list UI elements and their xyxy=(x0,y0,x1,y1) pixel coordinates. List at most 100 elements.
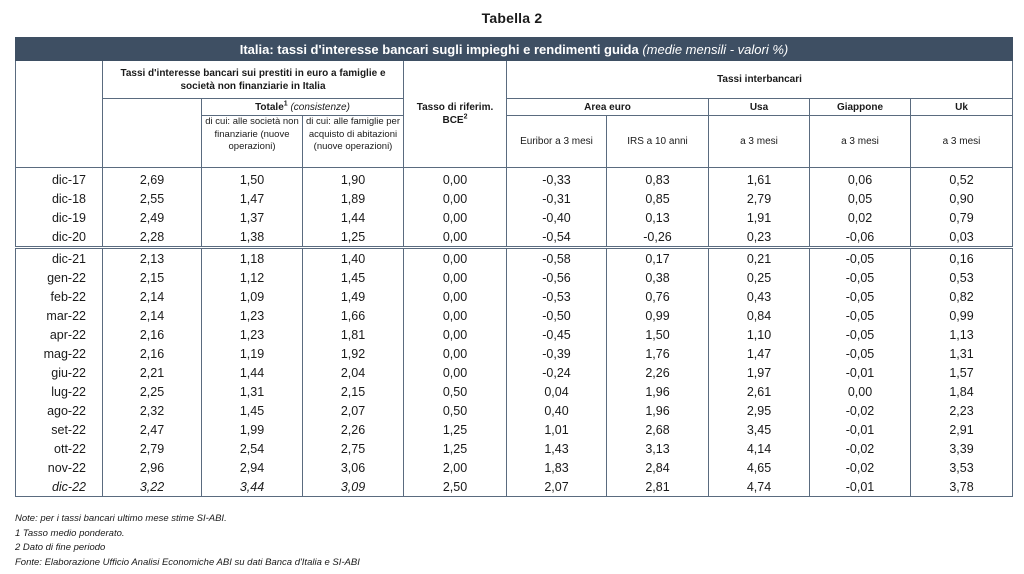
table-cell: 0,84 xyxy=(708,306,810,325)
table-cell: 2,61 xyxy=(708,382,810,401)
table-row: dic-18 2,55 1,47 1,89 0,00 -0,31 0,85 2,79 0,05 0… xyxy=(15,189,1013,208)
table-cell: 2,07 xyxy=(302,401,404,420)
table-cell: 2,84 xyxy=(606,458,709,477)
table-cell: 4,74 xyxy=(708,477,810,497)
table-cell: 2,14 xyxy=(102,287,202,306)
table-cell: -0,05 xyxy=(809,246,911,268)
table-cell: -0,31 xyxy=(506,189,607,208)
header-totale-col xyxy=(102,98,202,168)
table-cell: 2,47 xyxy=(102,420,202,439)
table-row: lug-22 2,25 1,31 2,15 0,50 0,04 1,96 2,61 0,00 1,… xyxy=(15,382,1013,401)
table-cell: 3,22 xyxy=(102,477,202,497)
table-cell: 0,82 xyxy=(910,287,1013,306)
table-cell: 2,14 xyxy=(102,306,202,325)
table-cell: 1,09 xyxy=(201,287,303,306)
table-cell: 0,40 xyxy=(506,401,607,420)
table-cell: 1,91 xyxy=(708,208,810,227)
table-cell: 1,50 xyxy=(606,325,709,344)
table-cell: 2,32 xyxy=(102,401,202,420)
header-giappone-sub: a 3 mesi xyxy=(809,115,911,168)
row-date: apr-22 xyxy=(15,325,103,344)
table-cell: 1,47 xyxy=(201,189,303,208)
row-date: dic-21 xyxy=(15,246,103,268)
row-date: dic-19 xyxy=(15,208,103,227)
table-cell: 2,21 xyxy=(102,363,202,382)
table-cell: 1,66 xyxy=(302,306,404,325)
table-cell: 0,52 xyxy=(910,167,1013,189)
table-cell: 1,40 xyxy=(302,246,404,268)
table-cell: 1,45 xyxy=(201,401,303,420)
table-cell: 1,25 xyxy=(302,227,404,248)
row-date: lug-22 xyxy=(15,382,103,401)
table-cell: -0,24 xyxy=(506,363,607,382)
header-empty-cell xyxy=(15,60,103,168)
table-cell: 0,00 xyxy=(809,382,911,401)
header-families: di cui: alle famiglie per acquisto di ab… xyxy=(302,115,404,168)
table-cell: 0,23 xyxy=(708,227,810,248)
table-cell: 0,79 xyxy=(910,208,1013,227)
table-cell: 0,04 xyxy=(506,382,607,401)
table-title: Tabella 2 xyxy=(481,10,543,26)
table-cell: 0,00 xyxy=(403,246,507,268)
table-cell: 2,75 xyxy=(302,439,404,458)
table-row: nov-22 2,96 2,94 3,06 2,00 1,83 2,84 4,65 -0,02 3… xyxy=(15,458,1013,477)
table-cell: -0,01 xyxy=(809,363,911,382)
table-row: dic-19 2,49 1,37 1,44 0,00 -0,40 0,13 1,91 0,02 0… xyxy=(15,208,1013,227)
table-row: dic-21 2,13 1,18 1,40 0,00 -0,58 0,17 0,21 -0,05… xyxy=(15,246,1013,268)
table-cell: 3,06 xyxy=(302,458,404,477)
table-cell: 0,99 xyxy=(606,306,709,325)
table-cell: 1,50 xyxy=(201,167,303,189)
table-cell: 1,97 xyxy=(708,363,810,382)
table-row: ott-22 2,79 2,54 2,75 1,25 1,43 3,13 4,14 -0,02 3… xyxy=(15,439,1013,458)
table-cell: -0,58 xyxy=(506,246,607,268)
table-cell: 0,00 xyxy=(403,208,507,227)
header-euribor: Euribor a 3 mesi xyxy=(506,115,607,168)
table-cell: 2,23 xyxy=(910,401,1013,420)
table-cell: 0,05 xyxy=(809,189,911,208)
table-cell: 0,06 xyxy=(809,167,911,189)
row-date: dic-22 xyxy=(15,477,103,497)
table-cell: 0,53 xyxy=(910,268,1013,287)
row-date: dic-20 xyxy=(15,227,103,248)
table-cell: 1,83 xyxy=(506,458,607,477)
note-line: 2 Dato di fine periodo xyxy=(15,542,106,553)
table-cell: 1,44 xyxy=(201,363,303,382)
table-cell: -0,33 xyxy=(506,167,607,189)
row-date: nov-22 xyxy=(15,458,103,477)
table-cell: 0,00 xyxy=(403,306,507,325)
table-cell: -0,05 xyxy=(809,344,911,363)
table-banner: Italia: tassi d'interesse bancari sugli … xyxy=(15,37,1013,61)
header-uk: Uk xyxy=(910,98,1013,116)
table-cell: 2,49 xyxy=(102,208,202,227)
table-cell: 3,09 xyxy=(302,477,404,497)
table-row: mar-22 2,14 1,23 1,66 0,00 -0,50 0,99 0,84 -0,05… xyxy=(15,306,1013,325)
note-source: Fonte: Elaborazione Ufficio Analisi Econ… xyxy=(15,556,360,568)
table-cell: 1,76 xyxy=(606,344,709,363)
table-cell: 2,16 xyxy=(102,325,202,344)
table-cell: 3,39 xyxy=(910,439,1013,458)
table-cell: 1,90 xyxy=(302,167,404,189)
table-cell: 2,91 xyxy=(910,420,1013,439)
table-cell: 0,13 xyxy=(606,208,709,227)
table-cell: 4,65 xyxy=(708,458,810,477)
header-uk-sub: a 3 mesi xyxy=(910,115,1013,168)
table-cell: 0,00 xyxy=(403,189,507,208)
table-cell: 2,79 xyxy=(708,189,810,208)
table-cell: 2,25 xyxy=(102,382,202,401)
table-cell: 1,99 xyxy=(201,420,303,439)
table-cell: 0,00 xyxy=(403,268,507,287)
table-cell: -0,40 xyxy=(506,208,607,227)
row-date: dic-18 xyxy=(15,189,103,208)
table-cell: 1,10 xyxy=(708,325,810,344)
table-cell: 0,00 xyxy=(403,287,507,306)
table-cell: -0,01 xyxy=(809,477,911,497)
table-cell: -0,45 xyxy=(506,325,607,344)
table-cell: -0,26 xyxy=(606,227,709,248)
row-date: giu-22 xyxy=(15,363,103,382)
table-cell: 0,25 xyxy=(708,268,810,287)
table-cell: 2,26 xyxy=(302,420,404,439)
table-cell: -0,39 xyxy=(506,344,607,363)
table-cell: 1,25 xyxy=(403,439,507,458)
table-cell: -0,05 xyxy=(809,325,911,344)
table-cell: 1,47 xyxy=(708,344,810,363)
